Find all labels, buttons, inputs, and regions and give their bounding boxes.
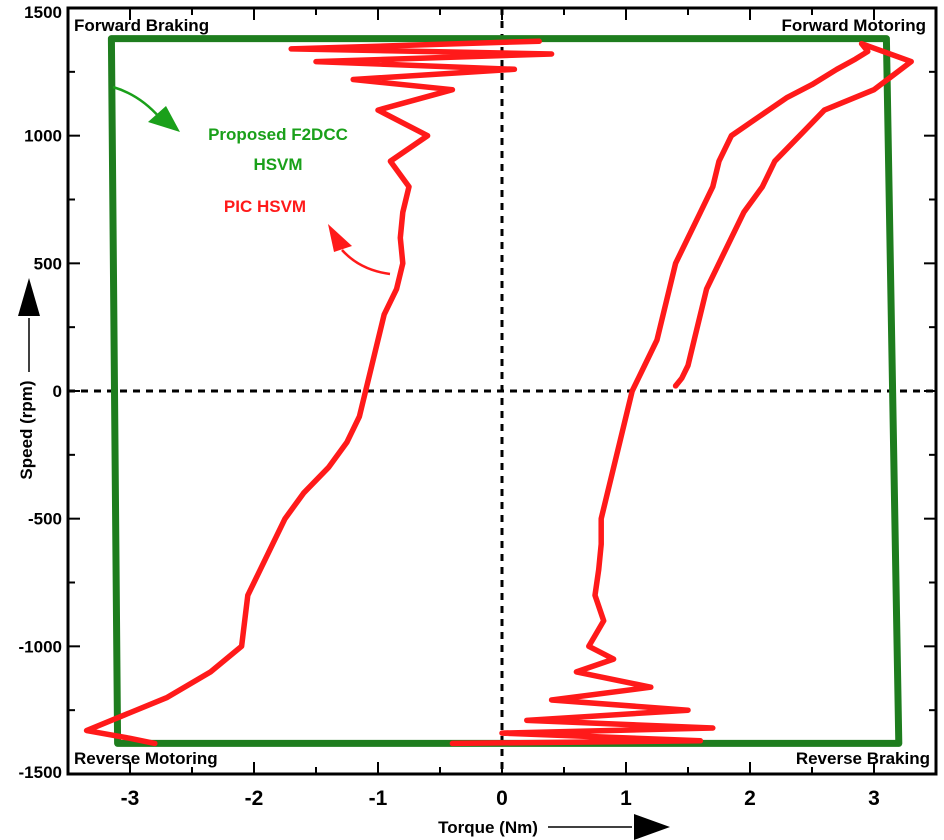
quadrant-label-reverse-braking: Reverse Braking: [796, 749, 930, 768]
y-tick-label: 1500: [24, 3, 62, 22]
x-axis-title: Torque (Nm): [438, 818, 538, 837]
annotation-arrow-pic: [341, 249, 391, 276]
series-line-pic_right: [449, 40, 914, 747]
x-tick-label: -3: [121, 787, 140, 810]
y-tick-label: -1000: [19, 637, 62, 656]
y-tick-label: -500: [28, 510, 62, 529]
x-axis-arrowhead: [634, 814, 670, 840]
x-tick-label: -2: [245, 787, 264, 810]
series-line-pic_left: [83, 38, 555, 747]
quadrant-label-forward-motoring: Forward Motoring: [782, 16, 926, 35]
annotation-arrowhead-pic: [328, 224, 352, 252]
y-tick-label: 500: [34, 254, 62, 273]
y-tick-label: 1000: [24, 127, 62, 146]
x-tick-label: 1: [620, 787, 632, 810]
x-tick-label: 2: [744, 787, 756, 810]
x-tick-label: 3: [868, 787, 880, 810]
y-tick-label: 0: [53, 382, 62, 401]
reference-lines: [68, 8, 936, 774]
x-tick-label: 0: [496, 787, 508, 810]
x-tick-label: -1: [369, 787, 388, 810]
x-tick-labels: -3 -2 -1 0 1 2 3: [121, 787, 880, 810]
y-axis-title: Speed (rpm): [17, 380, 36, 479]
annotation-arrowhead-f2dcc: [148, 106, 180, 132]
quadrant-label-forward-braking: Forward Braking: [74, 16, 209, 35]
series-line-f2dcc: [107, 35, 903, 747]
annotation-f2dcc-line2: HSVM: [253, 155, 302, 174]
y-tick-label: -1500: [19, 763, 62, 782]
quadrant-label-reverse-motoring: Reverse Motoring: [74, 749, 218, 768]
series-layer: [83, 35, 914, 747]
annotation-pic: PIC HSVM: [224, 197, 306, 216]
annotation-arrow-f2dcc: [112, 85, 161, 119]
annotation-f2dcc-line1: Proposed F2DCC: [208, 125, 348, 144]
y-axis-arrowhead: [18, 278, 40, 316]
y-tick-labels: -1500 -1000 -500 0 500 1000 1500: [19, 3, 62, 782]
